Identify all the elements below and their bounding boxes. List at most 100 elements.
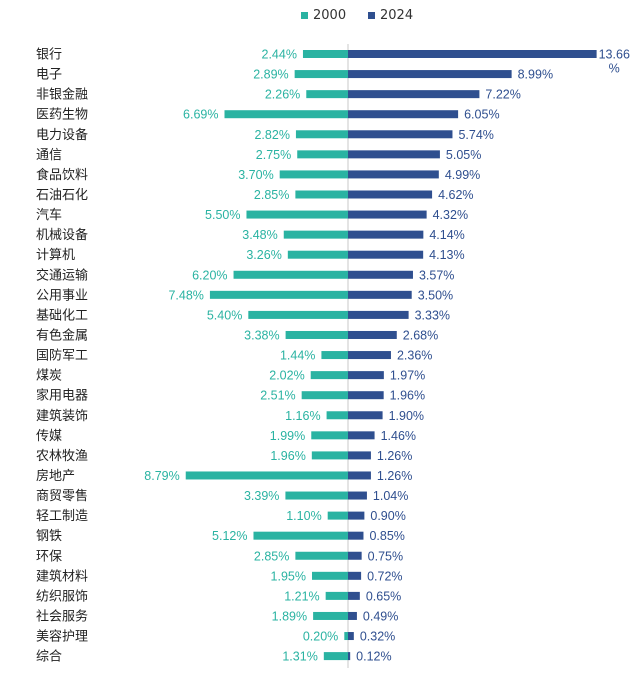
legend-item-2024: 2024 <box>368 8 413 23</box>
legend: 2000 2024 <box>0 8 640 28</box>
data-label-2024: 1.46% <box>381 429 416 443</box>
bar-2000 <box>327 511 348 520</box>
legend-swatch-2024 <box>368 12 375 19</box>
category-label: 有色金属 <box>36 327 88 343</box>
bar-2000 <box>344 632 348 641</box>
bar-2024 <box>348 471 371 480</box>
data-label-2024: 8.99% <box>518 68 553 82</box>
bar-2000 <box>323 652 348 661</box>
category-label: 医药生物 <box>36 108 88 123</box>
bar-2024 <box>348 551 362 560</box>
bar-2000 <box>253 531 348 540</box>
data-label-2024: 0.90% <box>370 509 405 523</box>
data-label-2024: 1.90% <box>389 409 424 423</box>
data-label-2024: 4.14% <box>429 228 464 242</box>
data-label-2000: 3.39% <box>244 489 279 503</box>
data-label-2024: 5.74% <box>458 128 493 142</box>
bar-2000 <box>283 230 348 239</box>
category-label: 纺织服饰 <box>36 589 88 604</box>
bar-2024 <box>348 310 409 319</box>
bar-2024 <box>348 250 424 259</box>
data-label-2000: 2.02% <box>269 369 304 383</box>
bar-2024 <box>348 491 367 500</box>
data-label-2024: 4.62% <box>438 188 473 202</box>
category-label: 环保 <box>36 549 62 564</box>
bar-2000 <box>285 491 348 500</box>
bar-2024 <box>348 351 391 360</box>
data-label-2000: 3.48% <box>242 228 277 242</box>
data-label-2024: 0.49% <box>363 609 398 623</box>
data-label-2000: 7.48% <box>168 288 203 302</box>
bar-2000 <box>326 411 348 420</box>
bar-2000 <box>285 330 348 339</box>
category-label: 传媒 <box>36 429 62 444</box>
data-label-2024: 3.57% <box>419 268 454 282</box>
legend-label-2024: 2024 <box>380 8 414 23</box>
category-label: 计算机 <box>36 248 75 263</box>
data-label-2024: 2.68% <box>403 328 438 342</box>
bar-2000 <box>313 611 348 620</box>
data-label-2024: 1.26% <box>377 469 412 483</box>
data-label-2024: 2.36% <box>397 349 432 363</box>
bar-2024 <box>348 130 453 139</box>
data-label-2000: 6.69% <box>183 108 218 122</box>
bar-2024 <box>348 290 412 299</box>
bar-2000 <box>209 290 348 299</box>
data-label-2024: 4.99% <box>445 168 480 182</box>
bar-2024 <box>348 50 597 58</box>
bar-2000 <box>295 551 348 560</box>
bar-2000 <box>310 371 348 380</box>
data-label-2000: 2.85% <box>254 188 289 202</box>
data-label-2024: 0.72% <box>367 569 402 583</box>
legend-label-2000: 2000 <box>313 8 347 23</box>
category-label: 家用电器 <box>36 388 88 404</box>
bar-2024 <box>348 70 512 79</box>
bar-2000 <box>279 170 348 179</box>
category-label: 基础化工 <box>36 308 88 323</box>
bar-2024 <box>348 431 375 440</box>
bar-2000 <box>321 351 348 360</box>
bar-2000 <box>297 150 348 159</box>
bar-2000 <box>325 591 348 600</box>
category-label: 建筑材料 <box>36 568 88 584</box>
data-label-2024: 6.05% <box>464 108 499 122</box>
data-label-2000: 1.21% <box>284 589 319 603</box>
category-label: 通信 <box>36 148 62 163</box>
category-label: 国防军工 <box>36 348 88 364</box>
data-label-2000: 1.31% <box>282 650 317 664</box>
bar-2024 <box>348 411 383 420</box>
bar-2024 <box>348 90 480 99</box>
data-label-2024: 1.26% <box>377 449 412 463</box>
data-label-2024: 5.05% <box>446 148 481 162</box>
bar-2000 <box>306 90 348 99</box>
data-label-2000: 1.96% <box>270 449 305 463</box>
category-label: 农林牧渔 <box>36 449 88 464</box>
data-label-2000: 1.89% <box>272 609 307 623</box>
bar-2000 <box>311 431 348 440</box>
category-label: 煤炭 <box>36 369 62 384</box>
bar-2024 <box>348 230 424 239</box>
legend-item-2000: 2000 <box>301 8 346 23</box>
bar-2000 <box>248 310 348 319</box>
bar-2000 <box>224 110 348 119</box>
bar-2024 <box>348 270 413 279</box>
category-label: 房地产 <box>36 468 75 484</box>
bar-2024 <box>348 150 440 159</box>
category-label: 轻工制造 <box>36 509 88 524</box>
data-label-2000: 1.44% <box>280 349 315 363</box>
bar-2024 <box>348 210 427 219</box>
bar-2024 <box>348 632 354 641</box>
data-label-2000: 5.12% <box>212 529 247 543</box>
category-label: 钢铁 <box>36 529 62 544</box>
category-label: 汽车 <box>36 207 62 223</box>
bar-2000 <box>233 270 348 279</box>
category-label: 电子 <box>36 68 62 83</box>
bar-2024 <box>348 110 459 119</box>
bar-2024 <box>348 330 397 339</box>
bar-2000 <box>295 130 348 139</box>
bar-2000 <box>311 451 348 460</box>
data-label-2000: 5.50% <box>205 208 240 222</box>
data-label-2024: 1.04% <box>373 489 408 503</box>
data-label-2024: 7.22% <box>485 88 520 102</box>
